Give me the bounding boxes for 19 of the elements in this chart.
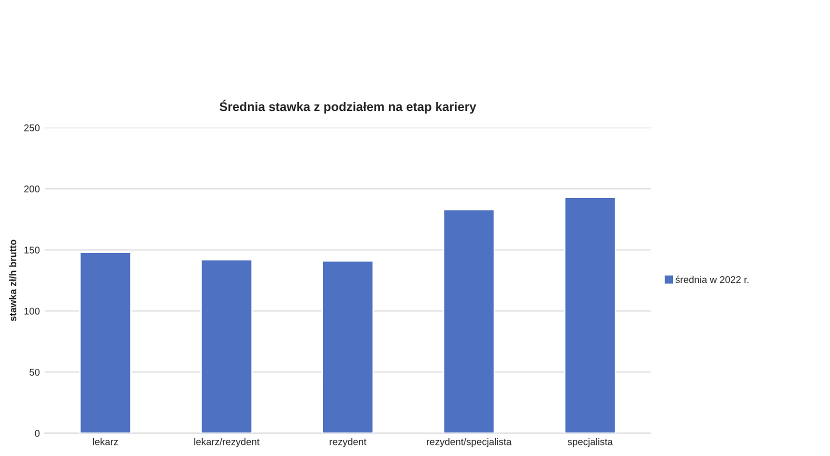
bar [564,196,616,434]
bar [79,252,132,434]
y-axis-title: stawka zł/h brutto [9,240,16,322]
x-tick-label: lekarz [93,438,118,446]
y-tick-label: 100 [24,308,40,315]
y-tick-label: 0 [34,430,40,437]
x-tick-label: lekarz/rezydent [194,438,260,448]
y-tick-label: 50 [30,368,40,376]
y-tick-label: 150 [24,246,40,254]
bar [200,258,253,434]
y-tick-label: 250 [24,124,40,132]
y-tick-label: 200 [24,186,40,192]
chart-title: Średnia stawka z podziałem na etap kariery [220,100,476,114]
x-tick-label: specjalista [568,438,613,448]
x-tick-label: rezydent/specjalista [426,438,512,448]
bar [442,208,496,434]
legend-label: średnia w 2022 r. [676,276,748,284]
bar [322,260,374,434]
x-tick-label: rezydent [330,438,366,448]
